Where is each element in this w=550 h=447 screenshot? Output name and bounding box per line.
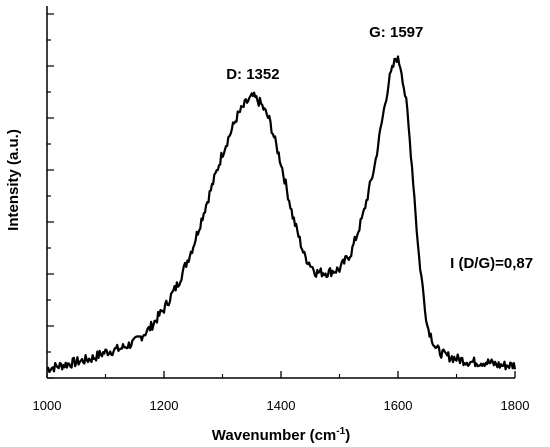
intensity-ratio-label: I (D/G)=0,87 bbox=[450, 255, 533, 272]
x-tick-label: 1400 bbox=[267, 398, 296, 413]
peak-annotations: D: 1352 G: 1597 I (D/G)=0,87 bbox=[226, 24, 533, 272]
x-axis-ticks bbox=[46, 371, 516, 378]
x-tick-label: 1600 bbox=[384, 398, 413, 413]
x-tick-label: 1200 bbox=[150, 398, 179, 413]
x-tick-label: 1000 bbox=[33, 398, 62, 413]
spectrum-line bbox=[46, 55, 517, 374]
d-peak-label: D: 1352 bbox=[226, 66, 279, 83]
y-axis-ticks bbox=[47, 13, 54, 379]
x-axis-label: Wavenumber (cm-1) bbox=[212, 426, 350, 444]
g-peak-label: G: 1597 bbox=[369, 24, 423, 41]
x-tick-label: 1800 bbox=[501, 398, 530, 413]
y-axis-label: Intensity (a.u.) bbox=[5, 129, 22, 231]
x-axis-tick-labels: 1000 1200 1400 1600 1800 bbox=[33, 398, 530, 413]
